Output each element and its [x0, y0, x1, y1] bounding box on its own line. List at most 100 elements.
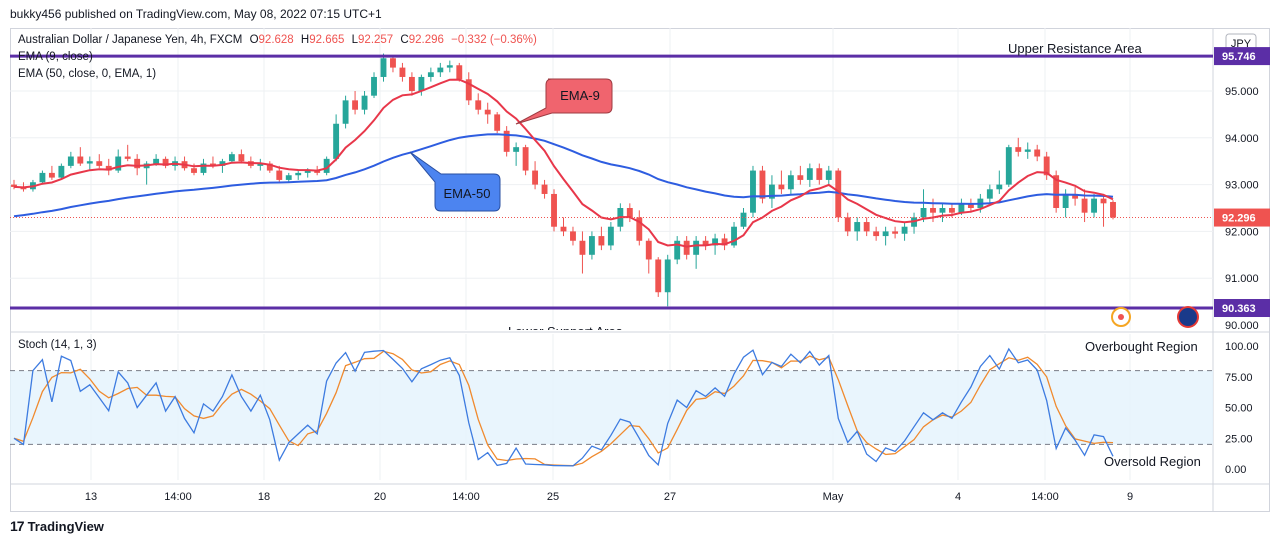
high-label: H [300, 34, 310, 46]
candle-body [693, 240, 700, 255]
brand-name: TradingView [27, 518, 104, 534]
candle-body [494, 114, 501, 131]
candle-body [901, 226, 908, 234]
time-tick-label: 25 [547, 491, 559, 503]
candle-body [588, 236, 595, 255]
candle-body [219, 161, 226, 166]
candle-body [1015, 147, 1022, 152]
candle-body [124, 156, 131, 159]
time-tick-label: 27 [664, 491, 676, 503]
candle-body [200, 163, 207, 173]
ema9-legend[interactable]: EMA (9, close) [18, 51, 93, 63]
candle-body [731, 226, 737, 246]
high-value: 92.665 [309, 34, 345, 46]
candle-body [285, 175, 292, 180]
close-value: 92.296 [408, 34, 444, 46]
candle-body [986, 189, 993, 199]
candle-body [295, 172, 302, 176]
time-tick-label: 14:00 [452, 491, 480, 503]
low-label: L [351, 34, 359, 46]
stoch-tick-label: 50.00 [1225, 403, 1253, 415]
candle-body [390, 58, 396, 68]
candle-body [1081, 198, 1088, 213]
candle-body [787, 175, 794, 190]
stoch-tick-label: 100.00 [1225, 341, 1259, 353]
top-bar: bukky456 published on TradingView.com, M… [0, 0, 1280, 28]
price-tick-label: 90.000 [1225, 320, 1259, 332]
candle-body [967, 203, 974, 208]
candle-body [408, 76, 415, 91]
candle-body [664, 259, 671, 293]
candle-body [570, 231, 576, 241]
candle-body [380, 58, 387, 77]
candle-body [541, 184, 548, 194]
candle-body [579, 240, 586, 255]
candle-body [712, 238, 719, 246]
candle-body [854, 222, 861, 232]
ema50-line[interactable] [13, 133, 1114, 218]
candle-body [598, 236, 605, 246]
candle-body [191, 168, 197, 173]
ema50-legend[interactable]: EMA (50, close, 0, EMA, 1) [18, 68, 157, 80]
candle-body [1100, 198, 1107, 204]
candle-body [58, 165, 65, 178]
candle-body [674, 240, 681, 260]
candle-body [276, 170, 283, 180]
candle-body [11, 184, 17, 187]
last-price-tag [1214, 208, 1270, 227]
time-tick-label: 20 [374, 491, 386, 503]
candle-body [532, 170, 539, 185]
candle-body [304, 170, 311, 173]
stoch-tick-label: 75.00 [1225, 372, 1253, 384]
candle-body [1062, 193, 1069, 208]
candle-body [333, 123, 340, 159]
candle-body [930, 208, 936, 213]
ema50-callout-box[interactable] [409, 151, 501, 212]
stoch-legend[interactable]: Stoch (14, 1, 3) [18, 339, 97, 351]
open-label: O [249, 34, 259, 46]
candle-body [1091, 198, 1097, 213]
candle-body [683, 240, 690, 255]
candle-body [456, 65, 463, 80]
candle-body [342, 100, 349, 124]
candle-body [702, 240, 709, 246]
candle-body [238, 154, 245, 162]
upper-resistance-label: Upper Resistance Area [1008, 41, 1142, 56]
published-caption: bukky456 published on TradingView.com, M… [10, 7, 382, 21]
candle-body [371, 76, 377, 96]
price-tick-label: 93.000 [1225, 180, 1259, 192]
candle-body [86, 161, 93, 164]
candle-body [551, 193, 557, 227]
candle-body [939, 208, 946, 213]
australia-flag-icon[interactable] [1177, 306, 1199, 328]
candle-body [77, 156, 84, 164]
candle-body [873, 231, 880, 237]
candle-body [607, 226, 614, 246]
candle-body [958, 203, 965, 213]
candle-body [626, 208, 633, 218]
oversold-label: Oversold Region [1104, 454, 1201, 469]
change-value: −0.332 (−0.36%) [451, 34, 537, 46]
candle-body [636, 217, 643, 241]
chart-frame[interactable] [10, 28, 1270, 512]
price-tick-label: 92.000 [1225, 226, 1259, 238]
symbol-legend[interactable]: Australian Dollar / Japanese Yen, 4h, FX… [18, 34, 537, 46]
candle-body [1072, 193, 1079, 199]
candle-body [759, 170, 766, 199]
candle-body [115, 156, 122, 171]
candle-body [352, 100, 359, 110]
footer-brand[interactable]: 17 TradingView [10, 518, 104, 534]
candle-body [1024, 149, 1031, 152]
ema9-callout-box[interactable] [515, 78, 613, 125]
time-tick-label: May [823, 491, 844, 503]
candle-body [1005, 147, 1012, 185]
candle-body [399, 67, 406, 77]
stoch-k-line[interactable] [13, 347, 1114, 467]
candle-body [560, 226, 567, 232]
event-icon-dot [1118, 314, 1124, 320]
candle-body [503, 130, 510, 152]
candle-body [522, 147, 529, 171]
candle-body [314, 170, 321, 173]
ema9-line[interactable] [13, 78, 1114, 248]
